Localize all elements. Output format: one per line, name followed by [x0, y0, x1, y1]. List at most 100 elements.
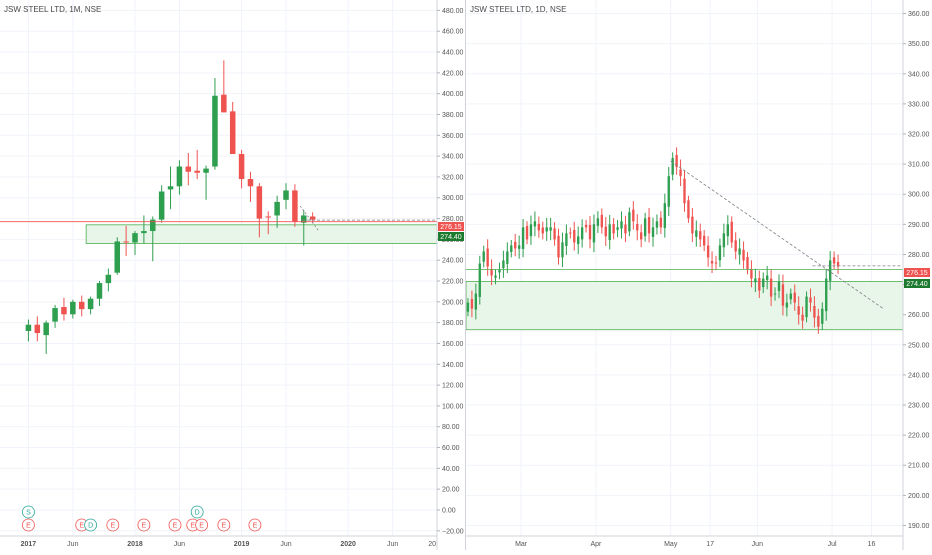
candle-body: [828, 260, 832, 281]
candle-body: [474, 293, 478, 310]
candle-body: [557, 235, 560, 258]
candle-body: [773, 293, 777, 295]
candle-body: [793, 292, 796, 303]
candle-body: [141, 231, 147, 234]
x-tick-label: Jun: [174, 541, 185, 548]
candle-body: [87, 298, 94, 310]
y-tick-label: 190.00: [908, 523, 930, 530]
candle-body: [123, 241, 129, 243]
candle-body: [549, 227, 552, 231]
current-price-green-label: 274.40: [440, 234, 462, 241]
y-tick-label: 320.00: [442, 174, 464, 181]
candle-body: [588, 225, 592, 240]
candle-body: [703, 235, 706, 246]
candle-body: [529, 224, 533, 237]
candle-body: [640, 232, 643, 240]
daily-overlays: [466, 160, 903, 309]
candle-body: [96, 283, 103, 299]
current-price-tag-red: [438, 222, 464, 231]
daily-time-axis[interactable]: Mar Apr May 17 Jun Jul 16: [515, 541, 875, 548]
candle-body: [659, 217, 663, 228]
y-tick-label: 200.00: [908, 493, 930, 500]
y-tick-label: 260.00: [908, 312, 930, 319]
candle-body: [238, 154, 245, 180]
candle-body: [604, 226, 607, 237]
y-tick-label: 280.00: [442, 216, 464, 223]
monthly-time-axis[interactable]: 2017 Jun 2018 Jun 2019 Jun 2020 Jun 20: [21, 541, 436, 548]
y-tick-label: 480.00: [442, 8, 464, 15]
candle-body: [797, 306, 800, 315]
candle-body: [517, 245, 521, 249]
event-marker-label: S: [26, 510, 31, 517]
trend-line: [670, 160, 884, 309]
event-marker-label: E: [142, 523, 147, 530]
candle-body: [699, 231, 702, 240]
event-marker-earnings: [106, 518, 120, 532]
y-tick-label: 180.00: [442, 320, 464, 327]
candle-body: [203, 168, 209, 173]
candle-body: [789, 293, 792, 300]
event-marker-dividend: [190, 505, 204, 519]
candle-body: [651, 227, 655, 237]
event-marker-dividend: [84, 518, 97, 532]
candle-body: [502, 260, 505, 269]
candle-body: [765, 275, 769, 280]
event-marker-label: D: [88, 523, 93, 530]
event-marker-label: E: [190, 523, 195, 530]
x-tick-label: 2020: [340, 541, 356, 548]
y-tick-label: 160.00: [442, 341, 464, 348]
candle-body: [256, 186, 263, 219]
monthly-chart-panel[interactable]: SE E D E E E EDE E E 480.00460.00440.00420.00400…: [0, 0, 464, 550]
candle-body: [185, 166, 192, 172]
x-tick-label: Jul: [828, 541, 837, 548]
candle-body: [34, 324, 41, 334]
x-tick-label: Apr: [590, 541, 602, 548]
x-tick-label: 16: [868, 541, 876, 548]
candle-body: [612, 224, 615, 234]
candle-body: [836, 262, 840, 267]
y-tick-label: 350.00: [908, 41, 930, 48]
event-marker-earnings: [248, 518, 262, 532]
candle-body: [663, 203, 666, 228]
candle-body: [655, 221, 659, 228]
candle-body: [584, 224, 588, 228]
x-tick-label: Jun: [280, 541, 291, 548]
candle-body: [52, 308, 58, 322]
candle-body: [176, 166, 183, 187]
candle-body: [553, 228, 556, 240]
event-marker-label: E: [173, 523, 178, 530]
candle-body: [809, 297, 812, 303]
y-tick-label: 290.00: [908, 222, 930, 229]
candle-body: [194, 170, 200, 173]
x-tick-label: Mar: [515, 541, 528, 548]
monthly-price-axis[interactable]: 480.00 460.00 440.00 420.00 400.00 380.00 360.…: [437, 8, 464, 535]
daily-chart-title: JSW STEEL LTD, 1D, NSE: [470, 5, 566, 14]
candle-body: [714, 262, 718, 264]
candle-body: [490, 269, 493, 276]
candle-body: [114, 241, 120, 273]
candle-body: [620, 221, 623, 229]
candle-body: [596, 218, 600, 226]
candle-body: [600, 214, 604, 228]
candle-body: [592, 224, 596, 243]
candle-body: [525, 226, 529, 240]
candle-body: [482, 251, 485, 262]
candle-body: [687, 200, 690, 219]
current-price-red-label: 276.15: [440, 224, 462, 231]
candle-body: [722, 233, 726, 248]
candle-body: [691, 216, 694, 234]
candle-body: [817, 315, 820, 327]
candle-body: [821, 308, 824, 324]
y-tick-label: 120.00: [442, 383, 464, 390]
y-tick-label: 240.00: [908, 372, 930, 379]
candle-body: [636, 224, 639, 231]
candle-body: [25, 324, 32, 331]
candle-body: [158, 191, 165, 220]
candle-body: [510, 245, 513, 252]
candle-body: [762, 278, 765, 288]
event-marker-earnings: [22, 518, 35, 532]
daily-chart-panel[interactable]: 360.00 350.00 340.00 330.00 320.00 310.00 300.…: [465, 0, 930, 550]
candle-body: [498, 269, 501, 273]
event-marker-earnings: [168, 518, 182, 532]
